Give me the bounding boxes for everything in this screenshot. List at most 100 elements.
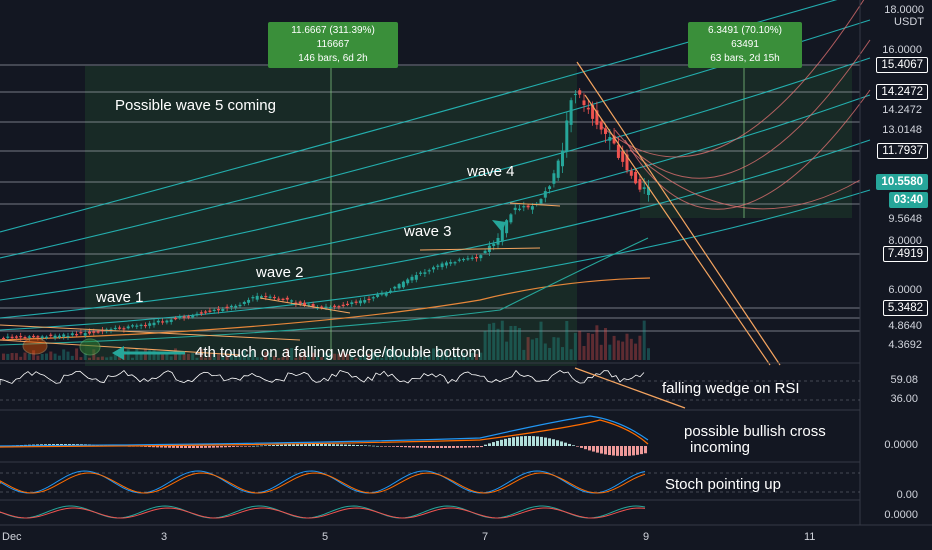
volume-bar <box>414 350 418 360</box>
measure-1-line2: 146 bars, 6d 2h <box>298 53 368 64</box>
volume-bar <box>260 357 263 360</box>
macd-histogram-bar <box>264 445 267 446</box>
candle <box>401 281 405 288</box>
volume-bar <box>307 354 311 360</box>
fan-arc <box>0 57 871 283</box>
candle <box>436 265 440 267</box>
volume-bar <box>548 347 552 360</box>
bottom-marker-1 <box>22 337 48 355</box>
measure-box-1[interactable]: 11.6667 (311.39%) 116667 146 bars, 6d 2h <box>268 22 398 68</box>
candle <box>148 323 152 326</box>
volume-bar <box>169 356 173 360</box>
volume-bar <box>79 357 83 360</box>
candle <box>135 325 139 327</box>
x-axis-label: 9 <box>643 531 650 543</box>
macd-histogram-bar <box>328 444 331 446</box>
x-axis-label: Dec <box>2 531 22 543</box>
macd-histogram-bar <box>360 445 363 446</box>
volume-bar <box>530 339 534 360</box>
volume-bar <box>225 355 229 360</box>
candle <box>96 331 100 333</box>
volume-bar <box>457 355 461 360</box>
volume-bar <box>208 352 212 360</box>
macd-histogram-bar <box>156 446 159 448</box>
volume-bar <box>105 357 109 360</box>
volume-bar <box>341 350 345 360</box>
volume-bar <box>505 341 509 360</box>
macd-histogram-bar <box>588 446 591 451</box>
candle <box>255 295 259 300</box>
volume-bar <box>522 349 526 360</box>
volume-bar <box>604 327 607 360</box>
price-axis-label: 14.2472 <box>882 104 922 116</box>
candle <box>320 306 324 308</box>
volume-bar <box>311 352 315 360</box>
macd-histogram-bar <box>312 444 315 446</box>
macd-histogram-bar <box>508 437 511 446</box>
volume-bar <box>285 348 289 360</box>
macd-histogram-bar <box>204 446 207 448</box>
volume-bar <box>350 354 354 360</box>
macd-histogram-bar <box>248 446 251 447</box>
candle <box>406 279 410 284</box>
volume-bar <box>376 353 380 360</box>
volume-bar <box>423 355 427 360</box>
candle <box>324 306 328 308</box>
candle <box>14 336 18 338</box>
volume-bar <box>242 349 246 360</box>
candle <box>328 307 332 309</box>
volume-bar <box>229 351 233 360</box>
macd-histogram-bar <box>396 446 399 447</box>
macd-histogram-bar <box>216 446 219 448</box>
candle <box>277 298 281 300</box>
candle <box>152 322 156 326</box>
price-axis-label: 8.0000 <box>888 235 922 247</box>
candle <box>496 237 500 245</box>
volume-bar <box>277 357 281 360</box>
candle <box>79 332 83 334</box>
volume-bar <box>612 335 616 360</box>
candle <box>518 208 521 210</box>
macd-histogram-bar <box>144 446 147 447</box>
wave2-line <box>259 297 351 314</box>
volume-bar <box>337 353 341 360</box>
macd-histogram-bar <box>404 446 407 448</box>
macd-histogram-bar <box>324 444 327 446</box>
macd-histogram-bar <box>344 444 347 446</box>
macd-histogram-bar <box>624 446 627 456</box>
volume-bar <box>212 353 216 360</box>
macd-histogram-bar <box>340 444 343 446</box>
candle <box>2 337 5 340</box>
volume-bar <box>432 348 435 360</box>
volume-bar <box>371 352 375 360</box>
candle <box>27 336 31 338</box>
volume-bar <box>255 357 259 360</box>
macd-histogram-bar <box>352 444 355 446</box>
price-axis-label: 6.0000 <box>888 284 922 296</box>
candle <box>457 259 461 261</box>
price-axis-label: 9.5648 <box>888 213 922 225</box>
macd-histogram-bar <box>612 446 615 456</box>
candle <box>139 324 143 326</box>
macd-histogram-bar <box>292 444 295 446</box>
candle <box>109 329 113 331</box>
macd-histogram-bar <box>640 446 643 455</box>
macd-histogram-bar <box>568 443 571 446</box>
annotation-possible-wave5: Possible wave 5 coming <box>115 97 276 114</box>
candle <box>272 296 276 299</box>
volume-bar <box>96 357 100 360</box>
volume-bar <box>221 355 225 360</box>
macd-histogram-bar <box>240 446 243 447</box>
macd-histogram-bar <box>168 446 171 448</box>
volume-bar <box>10 353 14 360</box>
macd-signal-line <box>0 419 649 448</box>
macd-histogram-bar <box>208 446 211 448</box>
volume-bar <box>268 353 272 360</box>
candle <box>191 315 195 318</box>
candle <box>462 258 466 261</box>
volume-bar <box>358 357 362 360</box>
volume-bar <box>70 355 74 360</box>
measure-box-2[interactable]: 6.3491 (70.10%) 63491 63 bars, 2d 15h <box>688 22 802 68</box>
macd-line <box>0 415 649 447</box>
